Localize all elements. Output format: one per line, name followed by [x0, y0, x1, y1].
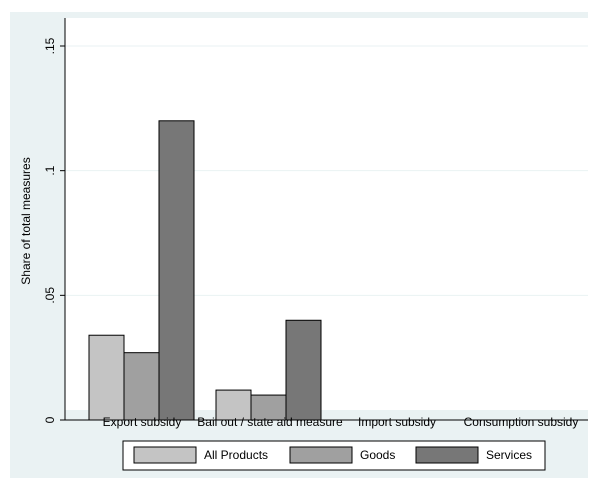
bar-services-0 [158, 120, 195, 421]
legend-key-all-products [133, 446, 197, 464]
legend-key-goods [289, 446, 353, 464]
bar-chart: 0 .05 .1 .15 Export subsidy Bail out / state… [19, 18, 588, 471]
legend-key-services [415, 446, 479, 464]
bar-goods-1 [250, 394, 287, 421]
bar-all-products-0 [88, 334, 125, 421]
x-tick-label: Consumption subsidy [464, 415, 579, 429]
y-axis-title: Share of total measures [19, 157, 33, 284]
legend-label: Services [486, 448, 532, 462]
y-tick-label: .15 [43, 37, 57, 54]
chart-frame: 0 .05 .1 .15 Export subsidy Bail out / state… [10, 12, 588, 478]
bar-all-products-1 [215, 389, 252, 421]
bar-services-1 [285, 319, 322, 421]
y-tick-label: .1 [43, 165, 57, 175]
y-tick-label: .05 [43, 287, 57, 304]
x-tick-label: Bail out / state aid measure [197, 415, 343, 429]
x-tick-label: Export subsidy [103, 415, 182, 429]
x-tick-label: Import subsidy [358, 415, 436, 429]
legend-label: All Products [204, 448, 268, 462]
y-tick-label: 0 [43, 416, 57, 423]
legend-label: Goods [360, 448, 395, 462]
plot-area [65, 18, 588, 410]
bar-goods-0 [123, 352, 160, 421]
